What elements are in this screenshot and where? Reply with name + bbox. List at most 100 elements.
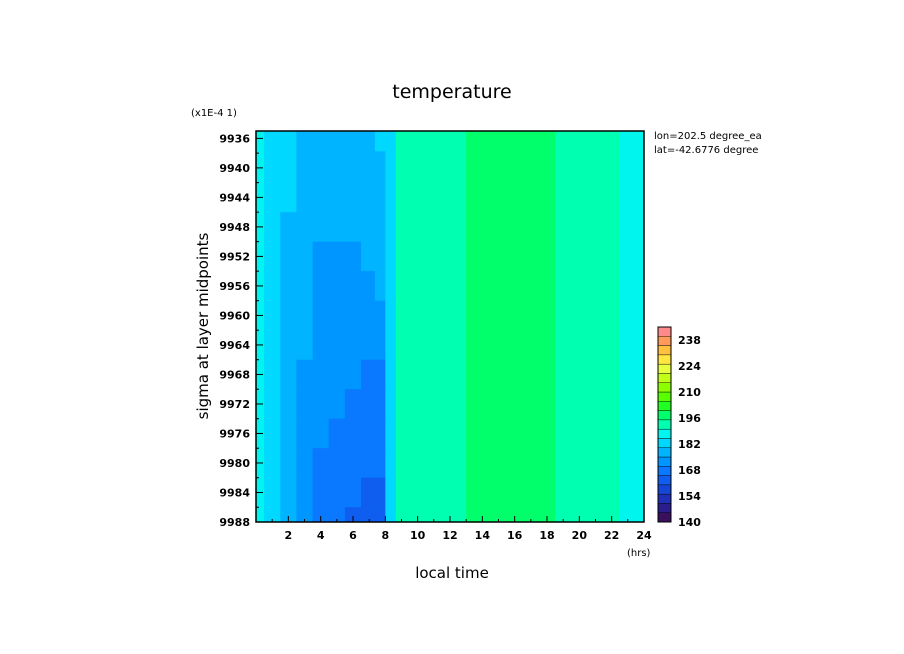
heatmap-cell bbox=[498, 330, 524, 361]
heatmap-cell bbox=[619, 131, 637, 152]
heatmap-cell bbox=[328, 300, 346, 331]
heatmap-cell bbox=[595, 182, 621, 213]
heatmap-cell bbox=[409, 271, 435, 302]
heatmap-cell bbox=[361, 418, 376, 449]
heatmap-cell bbox=[409, 448, 435, 479]
heatmap-cell bbox=[595, 330, 621, 361]
heatmap-cell bbox=[571, 507, 597, 522]
heatmap-cell bbox=[619, 271, 637, 302]
heatmap-cell bbox=[328, 241, 346, 272]
y-tick-label: 9988 bbox=[219, 516, 250, 529]
heatmap-cell bbox=[280, 389, 298, 420]
heatmap-cell bbox=[522, 389, 540, 420]
heatmap-cell bbox=[344, 330, 362, 361]
heatmap-cell bbox=[635, 131, 644, 152]
heatmap-cell bbox=[619, 418, 637, 449]
colorbar-swatch bbox=[657, 428, 672, 439]
heatmap-cell bbox=[571, 241, 597, 272]
x-tick-label: 10 bbox=[410, 529, 426, 542]
heatmap-cell bbox=[385, 271, 397, 302]
heatmap-cell bbox=[555, 151, 572, 184]
colorbar-swatch bbox=[657, 466, 672, 476]
heatmap-cell bbox=[619, 389, 637, 420]
heatmap-cell bbox=[361, 300, 376, 331]
heatmap-cell bbox=[395, 300, 411, 331]
heatmap-cell bbox=[409, 389, 435, 420]
heatmap-cell bbox=[312, 507, 330, 522]
heatmap-cell bbox=[619, 212, 637, 243]
heatmap-cell bbox=[571, 300, 597, 331]
heatmap-cell bbox=[328, 389, 346, 420]
heatmap-cell bbox=[619, 448, 637, 479]
heatmap-cell bbox=[595, 359, 621, 390]
heatmap-cell bbox=[522, 212, 540, 243]
x-tick-label: 16 bbox=[507, 529, 523, 542]
heatmap-cell bbox=[571, 212, 597, 243]
heatmap-cell bbox=[555, 418, 572, 449]
heatmap-cell bbox=[264, 330, 281, 361]
heatmap-cell bbox=[312, 448, 330, 479]
heatmap-cell bbox=[635, 359, 644, 390]
heatmap-cell bbox=[619, 241, 637, 272]
colorbar-swatch bbox=[657, 336, 672, 346]
heatmap-cell bbox=[344, 389, 362, 420]
heatmap-cell bbox=[522, 131, 540, 152]
heatmap-cell bbox=[466, 271, 500, 302]
heatmap-cell bbox=[312, 182, 330, 213]
heatmap-cell bbox=[395, 359, 411, 390]
heatmap-cell bbox=[361, 330, 376, 361]
heatmap-cell bbox=[296, 418, 314, 449]
heatmap-cell bbox=[395, 131, 411, 152]
heatmap-cell bbox=[296, 359, 314, 390]
heatmap-cell bbox=[312, 151, 330, 184]
colorbar: 140 154 168 182 196 210 224 238 bbox=[657, 326, 701, 529]
heatmap-cell bbox=[635, 241, 644, 272]
heatmap-cell bbox=[555, 507, 572, 522]
heatmap-cell bbox=[635, 448, 644, 479]
x-tick-label: 22 bbox=[604, 529, 619, 542]
heatmap-cell bbox=[344, 448, 362, 479]
heatmap-cell bbox=[619, 359, 637, 390]
heatmap-cell bbox=[635, 212, 644, 243]
heatmap-cell bbox=[522, 182, 540, 213]
heatmap-cell bbox=[555, 448, 572, 479]
heatmap-cell bbox=[466, 151, 500, 184]
heatmap-cell bbox=[374, 271, 386, 302]
heatmap-cell bbox=[328, 131, 346, 152]
x-axis-label: local time bbox=[415, 564, 489, 582]
heatmap-cell bbox=[635, 182, 644, 213]
colorbar-swatch bbox=[657, 503, 672, 513]
heatmap-cell bbox=[538, 507, 556, 522]
heatmap-cell bbox=[466, 330, 500, 361]
heatmap-cell bbox=[635, 300, 644, 331]
y-tick-label: 9972 bbox=[219, 398, 250, 411]
heatmap-cell bbox=[635, 418, 644, 449]
heatmap-cell bbox=[433, 271, 467, 302]
heatmap-cell bbox=[538, 212, 556, 243]
heatmap-cell bbox=[595, 151, 621, 184]
heatmap-cell bbox=[280, 477, 298, 508]
heatmap-cell bbox=[555, 300, 572, 331]
y-tick-label: 9936 bbox=[219, 132, 250, 145]
heatmap-cell bbox=[361, 477, 376, 508]
colorbar-swatch bbox=[657, 493, 672, 504]
heatmap-cell bbox=[522, 507, 540, 522]
colorbar-swatch bbox=[657, 326, 672, 337]
heatmap-cell bbox=[395, 182, 411, 213]
heatmap-cell bbox=[498, 418, 524, 449]
colorbar-swatch bbox=[657, 512, 672, 523]
heatmap-cell bbox=[344, 418, 362, 449]
heatmap-cell bbox=[395, 389, 411, 420]
x-tick-label: 20 bbox=[572, 529, 588, 542]
heatmap-cell bbox=[264, 151, 281, 184]
heatmap-cell bbox=[522, 330, 540, 361]
heatmap-cell bbox=[296, 300, 314, 331]
heatmap-cell bbox=[433, 477, 467, 508]
heatmap-cell bbox=[264, 271, 281, 302]
heatmap-cell bbox=[595, 271, 621, 302]
heatmap-cell bbox=[280, 182, 298, 213]
heatmap-cell bbox=[256, 507, 265, 522]
heatmap-cell bbox=[538, 151, 556, 184]
heatmap-cell bbox=[522, 448, 540, 479]
heatmap-cell bbox=[374, 448, 386, 479]
